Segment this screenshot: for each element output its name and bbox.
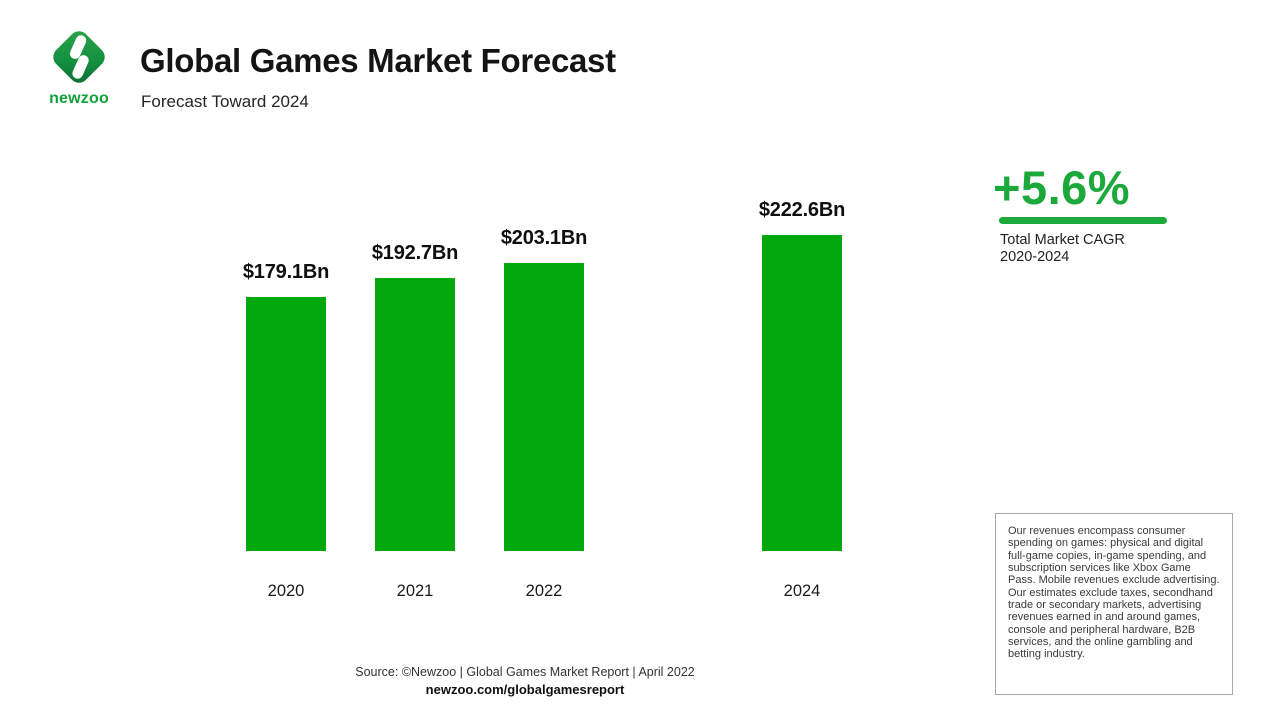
cagr-value: +5.6% <box>993 161 1131 214</box>
bar-value-label-2021: $192.7Bn <box>371 242 459 264</box>
newzoo-wordmark: newzoo <box>49 90 109 107</box>
page-title: Global Games Market Forecast <box>140 42 616 79</box>
bar-2022 <box>504 263 584 551</box>
cagr-caption-line1: Total Market CAGR <box>1000 232 1125 248</box>
x-axis-label-2021: 2021 <box>396 582 434 600</box>
revenue-scope-disclaimer: Our revenues encompass consumer spending… <box>995 513 1233 695</box>
x-axis-label-2020: 2020 <box>267 582 305 600</box>
bar-2021 <box>375 278 455 551</box>
x-axis-label-2024: 2024 <box>783 582 821 600</box>
cagr-caption: Total Market CAGR 2020-2024 <box>1000 232 1125 265</box>
newzoo-logo: newzoo <box>44 26 114 108</box>
bar-value-label-2024: $222.6Bn <box>758 199 846 221</box>
bar-value-label-2022: $203.1Bn <box>500 227 588 249</box>
x-axis-label-2022: 2022 <box>525 582 563 600</box>
bar-2024 <box>762 235 842 551</box>
report-link[interactable]: newzoo.com/globalgamesreport <box>425 682 625 697</box>
newzoo-diamond-icon <box>53 31 105 83</box>
bar-value-label-2020: $179.1Bn <box>242 261 330 283</box>
cagr-caption-line2: 2020-2024 <box>1000 248 1070 265</box>
cagr-underline-rule <box>999 217 1167 224</box>
bar-2020 <box>246 297 326 551</box>
source-attribution: Source: ©Newzoo | Global Games Market Re… <box>355 665 695 679</box>
page-subtitle: Forecast Toward 2024 <box>141 92 309 111</box>
